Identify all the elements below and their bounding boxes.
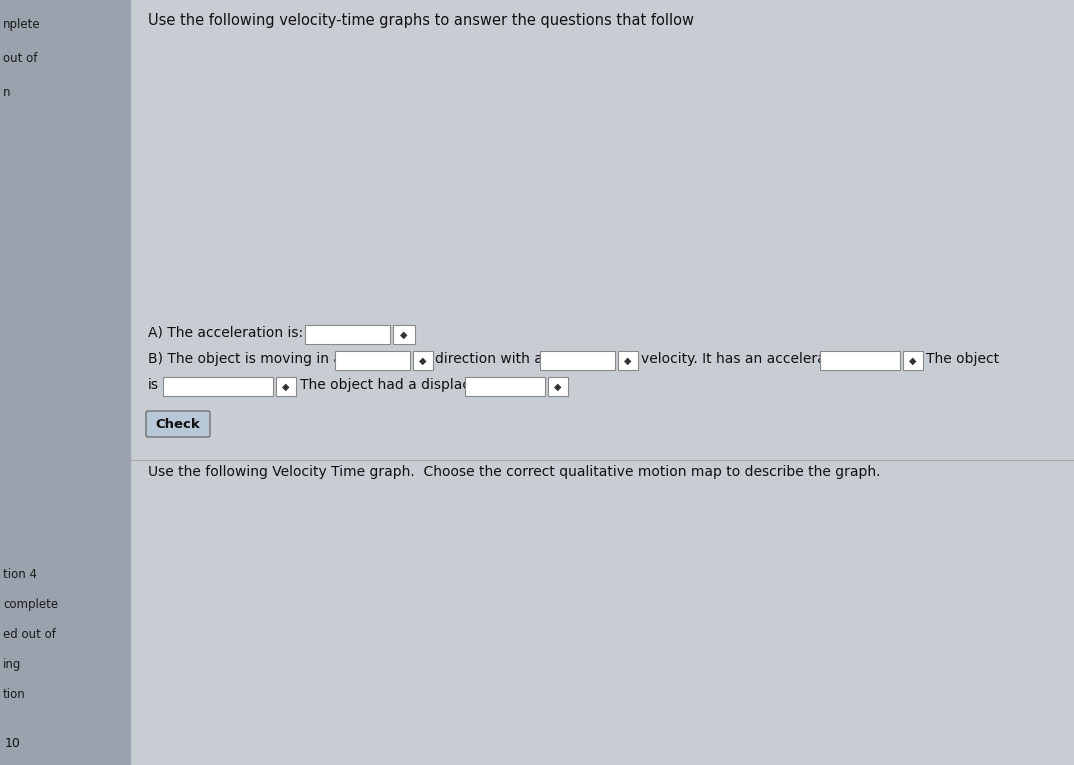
Bar [0,0,130,765]
Text: B) The object is moving in a: B) The object is moving in a [148,352,342,366]
Text: time (s): time (s) [439,568,482,578]
FancyBboxPatch shape [413,351,433,370]
Text: The object: The object [926,352,999,366]
FancyBboxPatch shape [821,351,900,370]
Text: ◆: ◆ [282,382,290,392]
FancyBboxPatch shape [618,351,638,370]
Text: Check: Check [156,418,201,431]
FancyBboxPatch shape [335,351,410,370]
FancyBboxPatch shape [465,377,545,396]
Text: Use the following velocity-time graphs to answer the questions that follow: Use the following velocity-time graphs t… [148,13,694,28]
Text: A) The acceleration is:: A) The acceleration is: [148,325,303,339]
Text: ◆: ◆ [419,356,426,366]
Text: Use the following Velocity Time graph.  Choose the correct qualitative motion ma: Use the following Velocity Time graph. C… [148,465,881,479]
Text: ed out of: ed out of [3,628,56,641]
Text: 10: 10 [5,737,20,750]
Text: The object had a displacement of: The object had a displacement of [300,378,533,392]
FancyBboxPatch shape [548,377,568,396]
FancyBboxPatch shape [163,377,273,396]
Text: ◆: ◆ [554,382,562,392]
FancyBboxPatch shape [146,411,211,437]
Text: ing: ing [3,658,21,671]
Text: ◆: ◆ [401,330,408,340]
FancyBboxPatch shape [305,325,390,344]
FancyBboxPatch shape [276,377,296,396]
Text: tion: tion [3,688,26,701]
Text: ◆: ◆ [624,356,632,366]
FancyBboxPatch shape [540,351,615,370]
Text: ◆: ◆ [910,356,917,366]
Text: velocity. It has an acceleration of: velocity. It has an acceleration of [641,352,870,366]
Text: time (s): time (s) [460,53,503,63]
Text: n: n [3,86,11,99]
FancyBboxPatch shape [903,351,923,370]
Text: tion 4: tion 4 [3,568,37,581]
Y-axis label: Velocity (m/s): Velocity (m/s) [157,137,166,208]
Text: direction with a: direction with a [435,352,542,366]
Text: complete: complete [3,598,58,611]
Text: is: is [148,378,159,392]
Text: nplete: nplete [3,18,41,31]
FancyBboxPatch shape [393,325,415,344]
Text: out of: out of [3,52,38,65]
Y-axis label: Velocity (m/s): Velocity (m/s) [157,599,166,671]
